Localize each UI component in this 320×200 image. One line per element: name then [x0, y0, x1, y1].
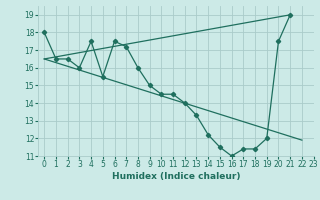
X-axis label: Humidex (Indice chaleur): Humidex (Indice chaleur) — [112, 172, 240, 181]
